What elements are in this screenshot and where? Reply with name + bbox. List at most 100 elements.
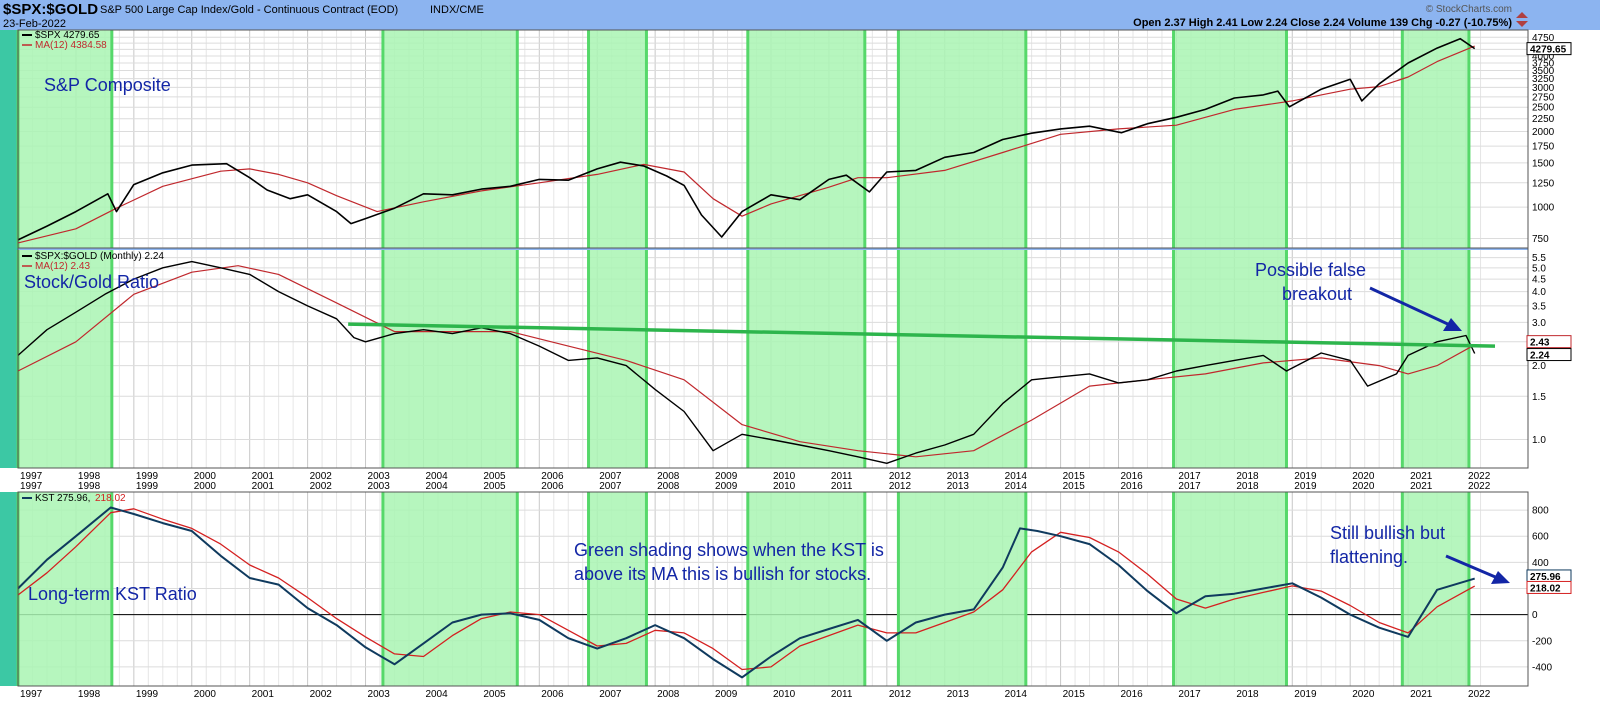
last-value-ratio-ma: 2.43 <box>1530 338 1550 349</box>
year-label-upper: 2020 <box>1352 471 1375 482</box>
year-label-bottom: 2019 <box>1294 689 1317 700</box>
year-label-upper: 2008 <box>657 471 680 482</box>
y-tick-label: -400 <box>1532 662 1552 673</box>
series-ratio-price <box>17 260 1476 464</box>
year-label-bottom: 2016 <box>1121 689 1144 700</box>
year-label-bottom: 2005 <box>483 689 506 700</box>
year-label-lower: 2017 <box>1178 481 1201 492</box>
header-scroll-arrows[interactable] <box>1516 12 1528 27</box>
year-label-lower: 2002 <box>310 481 333 492</box>
y-tick-label: 3.5 <box>1532 301 1546 312</box>
legend-top-price: $SPX 4279.65 <box>35 30 100 41</box>
year-label-lower: 2004 <box>425 481 448 492</box>
year-label-bottom: 2011 <box>831 689 853 700</box>
annotation-shading-line2: above its MA this is bullish for stocks. <box>574 564 871 584</box>
year-label-upper: 2005 <box>483 471 506 482</box>
year-label-upper: 2009 <box>715 471 738 482</box>
green-shading-band <box>588 492 647 686</box>
year-label-lower: 2012 <box>889 481 912 492</box>
last-value-ratio-box <box>1526 348 1572 362</box>
year-label-lower: 2016 <box>1121 481 1144 492</box>
year-label-bottom: 2000 <box>194 689 217 700</box>
scroll-up-arrow-icon[interactable] <box>1516 12 1528 18</box>
y-tick-label: 2750 <box>1532 92 1555 103</box>
legend-bottom-ma: 218.02 <box>95 493 126 504</box>
year-label-upper: 2016 <box>1121 471 1144 482</box>
axis-strip-middle <box>0 468 1600 492</box>
green-shading-band <box>1402 492 1469 686</box>
y-tick-label: 1750 <box>1532 142 1555 153</box>
green-shading-band <box>382 250 518 468</box>
year-label-upper: 2019 <box>1294 471 1317 482</box>
year-label-bottom: 2001 <box>252 689 275 700</box>
annotation-still-bullish-line1: Still bullish but <box>1330 523 1445 543</box>
legend-bottom: KST 275.96, 218.02 <box>22 493 126 504</box>
year-label-upper: 2021 <box>1410 471 1433 482</box>
year-label-upper: 2007 <box>599 471 622 482</box>
y-tick-label: 3250 <box>1532 74 1555 85</box>
year-label-upper: 2004 <box>425 471 448 482</box>
green-shading-band <box>898 250 1026 468</box>
year-label-upper: 2010 <box>773 471 796 482</box>
year-label-lower: 2011 <box>831 481 853 492</box>
year-label-lower: 1999 <box>136 481 159 492</box>
year-label-bottom: 2008 <box>657 689 680 700</box>
year-label-upper: 2015 <box>1063 471 1086 482</box>
ratio-trendline <box>348 322 1496 348</box>
year-label-lower: 2000 <box>194 481 217 492</box>
year-label-lower: 2010 <box>773 481 796 492</box>
year-label-bottom: 2013 <box>947 689 970 700</box>
year-label-bottom: 2003 <box>368 689 391 700</box>
year-label-upper: 1999 <box>136 471 159 482</box>
year-label-bottom: 2002 <box>310 689 333 700</box>
green-shading-band <box>382 492 518 686</box>
year-label-bottom: 2017 <box>1178 689 1201 700</box>
annotation-false-breakout-line1: Possible false <box>1255 260 1366 280</box>
y-tick-label: 1500 <box>1532 158 1555 169</box>
y-tick-label: 5.5 <box>1532 253 1546 264</box>
y-tick-label: 600 <box>1532 532 1549 543</box>
year-label-lower: 1997 <box>20 481 43 492</box>
green-shading-band <box>18 30 112 248</box>
green-shading-band <box>1173 492 1287 686</box>
last-value-kst-ma: 218.02 <box>1530 583 1561 594</box>
year-label-upper: 2018 <box>1236 471 1259 482</box>
year-label-upper: 1997 <box>20 471 43 482</box>
panel-label-kst-ratio: Long-term KST Ratio <box>28 584 197 604</box>
year-label-bottom: 2014 <box>1005 689 1028 700</box>
y-tick-label: 1250 <box>1532 178 1555 189</box>
legend-middle-ma: MA(12) 2.43 <box>35 261 90 272</box>
year-label-lower: 2019 <box>1294 481 1317 492</box>
legend-middle-price: $SPX:$GOLD (Monthly) 2.24 <box>35 251 164 262</box>
y-tick-label: 2000 <box>1532 127 1555 138</box>
header-ohlc: Open 2.37 High 2.41 Low 2.24 Close 2.24 … <box>1133 17 1512 29</box>
annotation-shading-line1: Green shading shows when the KST is <box>574 540 884 560</box>
axis-labels: 7501000125015001750200022502500275030003… <box>20 33 1555 700</box>
year-label-bottom: 2004 <box>425 689 448 700</box>
scroll-down-arrow-icon[interactable] <box>1516 21 1528 27</box>
left-strip <box>0 30 18 698</box>
header-description: S&P 500 Large Cap Index/Gold - Continuou… <box>100 4 398 16</box>
year-label-lower: 2018 <box>1236 481 1259 492</box>
series-spx-ma12 <box>17 45 1475 244</box>
legend-bottom-kst: KST 275.96, <box>35 493 90 504</box>
year-label-upper: 2013 <box>947 471 970 482</box>
series-ratio-ma12 <box>17 265 1475 458</box>
green-shading-band <box>588 250 647 468</box>
year-label-bottom: 2020 <box>1352 689 1375 700</box>
y-tick-label: 3.0 <box>1532 318 1546 329</box>
green-shading-band <box>382 30 518 248</box>
green-shading-band <box>1402 250 1469 468</box>
legend-middle: $SPX:$GOLD (Monthly) 2.24 MA(12) 2.43 <box>22 251 164 272</box>
year-label-upper: 2000 <box>194 471 217 482</box>
year-label-upper: 2002 <box>310 471 333 482</box>
year-label-upper: 2014 <box>1005 471 1028 482</box>
y-tick-label: 400 <box>1532 558 1549 569</box>
header-exchange: INDX/CME <box>430 4 484 16</box>
year-label-lower: 2014 <box>1005 481 1028 492</box>
green-shading-band <box>1402 30 1469 248</box>
year-label-lower: 2008 <box>657 481 680 492</box>
panel-label-stock-gold-ratio: Stock/Gold Ratio <box>24 272 159 292</box>
